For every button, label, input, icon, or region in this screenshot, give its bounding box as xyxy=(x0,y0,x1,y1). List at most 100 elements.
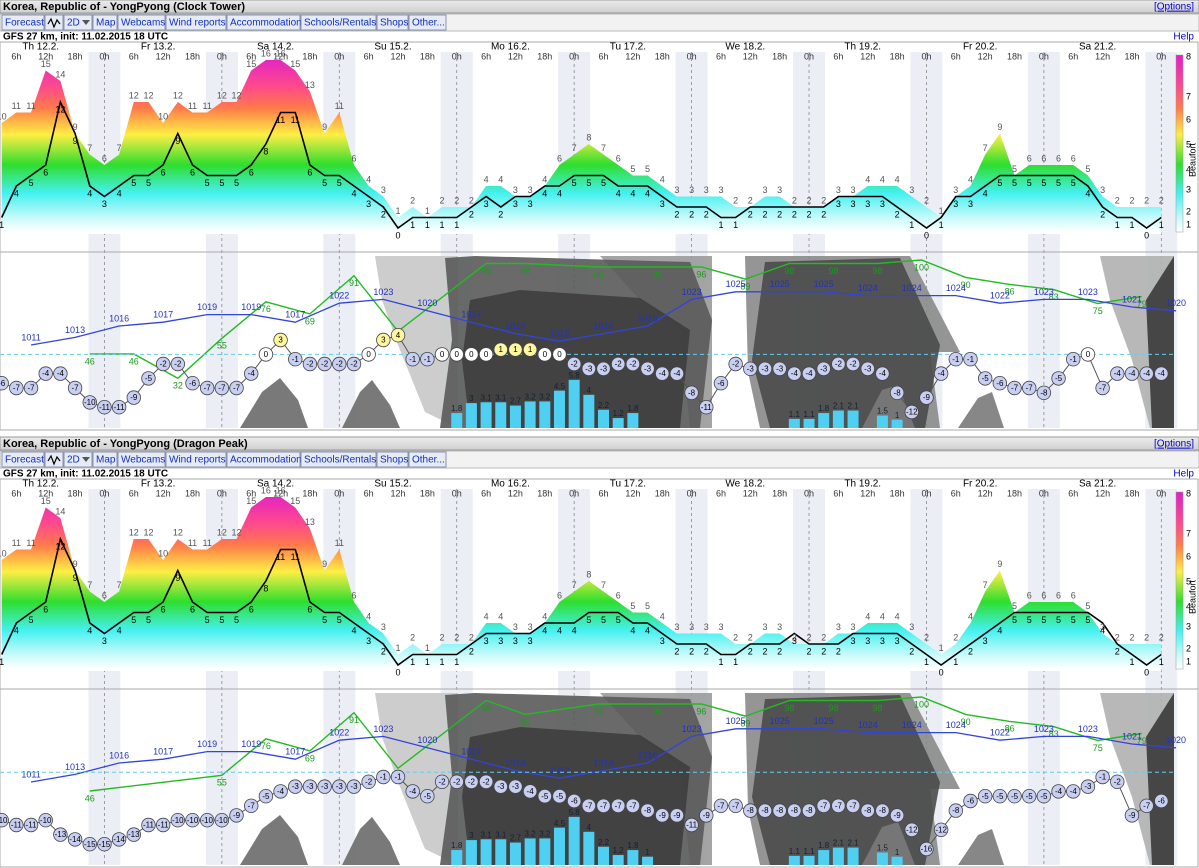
temperature-label: -5 xyxy=(982,374,990,383)
nav-button[interactable] xyxy=(408,14,447,31)
nav-button[interactable] xyxy=(92,451,118,468)
gust-label: 4 xyxy=(895,174,900,184)
temperature-label: -2 xyxy=(160,360,168,369)
mean-wind-label: 2 xyxy=(674,646,679,656)
beaufort-tick: 6 xyxy=(1186,114,1191,124)
hour-label: 18h xyxy=(537,51,552,61)
nav-label[interactable]: Map xyxy=(96,18,116,29)
nav-label[interactable]: Forecast xyxy=(5,18,44,29)
pressure-label: 1024 xyxy=(858,720,878,730)
humidity-label: 96 xyxy=(594,269,604,279)
nav-label[interactable]: Other... xyxy=(412,18,445,29)
nav-button[interactable] xyxy=(1,14,45,31)
nav-button[interactable] xyxy=(63,14,93,31)
options-link[interactable]: [Options] xyxy=(1154,439,1194,450)
help-link[interactable]: Help xyxy=(1173,32,1194,43)
temperature-point xyxy=(53,366,68,381)
gust-label: 2 xyxy=(1129,195,1134,205)
temperature-label: -8 xyxy=(879,806,887,815)
nav-label[interactable]: Other... xyxy=(412,455,445,466)
nav-button[interactable] xyxy=(300,451,377,468)
nav-button[interactable] xyxy=(165,451,227,468)
nav-label[interactable]: 2D xyxy=(67,18,80,29)
mean-wind-label: 4 xyxy=(983,188,988,198)
temperature-point xyxy=(229,808,244,823)
hour-label: 18h xyxy=(655,488,670,498)
pressure-label: 1023 xyxy=(373,724,393,734)
nav-label[interactable]: Webcams xyxy=(121,18,165,29)
nav-button[interactable] xyxy=(376,14,409,31)
nav-button[interactable] xyxy=(117,451,166,468)
beaufort-tick: 1 xyxy=(1186,219,1191,229)
precip-bar xyxy=(509,405,521,428)
chart-type-button[interactable] xyxy=(44,14,64,31)
nav-button[interactable] xyxy=(63,451,93,468)
nav-button[interactable] xyxy=(1,451,45,468)
temperature-point xyxy=(317,779,332,794)
nav-label[interactable]: Schools/Rentals xyxy=(304,18,376,29)
panel-title: Korea, Republic of - YongPyong (Dragon P… xyxy=(3,438,248,450)
nav-button[interactable] xyxy=(92,14,118,31)
mean-wind-label: 5 xyxy=(205,615,210,625)
temperature-point xyxy=(933,366,949,381)
pressure-label: 1011 xyxy=(21,769,40,779)
gust-label: 7 xyxy=(601,143,606,153)
temperature-label: -7 xyxy=(585,801,593,810)
chart-type-button[interactable] xyxy=(44,451,64,468)
temperature-label: -5 xyxy=(1026,792,1034,801)
gust-label: 7 xyxy=(983,580,988,590)
nav-label[interactable]: Shops xyxy=(380,455,408,466)
nav-label[interactable]: Map xyxy=(96,455,116,466)
temperature-label: -3 xyxy=(820,364,828,373)
temperature-point xyxy=(1036,789,1052,804)
mean-wind-label: 4 xyxy=(630,625,635,635)
hour-label: 0h xyxy=(804,488,814,498)
nav-button[interactable] xyxy=(300,14,377,31)
temperature-point xyxy=(655,366,670,381)
temperature-point xyxy=(82,395,97,410)
nav-label[interactable]: Wind reports xyxy=(169,455,226,466)
nav-label[interactable]: 2D xyxy=(67,455,80,466)
temperature-point xyxy=(0,813,9,828)
beaufort-tick: 5 xyxy=(1186,139,1191,149)
nav-label[interactable]: Accommodation xyxy=(230,455,302,466)
gust-label: 9 xyxy=(73,122,78,132)
nav-label[interactable]: Accommodation xyxy=(230,18,302,29)
cloud-cover xyxy=(1146,693,1174,865)
nav-button[interactable] xyxy=(165,14,227,31)
day-label: Sa 21.2. xyxy=(1079,42,1116,53)
temperature-label: -13 xyxy=(128,830,140,839)
mean-wind-label: 4 xyxy=(117,625,122,635)
mean-wind-label: 2 xyxy=(821,646,826,656)
humidity-label: 96 xyxy=(696,706,706,716)
temperature-point xyxy=(464,774,479,790)
nav-label[interactable]: Webcams xyxy=(121,455,165,466)
nav-button[interactable] xyxy=(117,14,166,31)
nav-label[interactable]: Wind reports xyxy=(169,18,226,29)
gust-label: 6 xyxy=(1041,153,1046,163)
nav-button[interactable] xyxy=(408,451,447,468)
mean-wind-label: 4 xyxy=(557,625,562,635)
nav-label[interactable]: Forecast xyxy=(5,455,44,466)
options-link[interactable]: [Options] xyxy=(1154,2,1194,13)
pressure-label: 1024 xyxy=(858,283,878,293)
nav-label[interactable]: Schools/Rentals xyxy=(304,455,376,466)
temperature-label: 3 xyxy=(381,336,386,345)
gust-label: 2 xyxy=(792,195,797,205)
pressure-label: 1019 xyxy=(197,739,217,749)
temperature-label: -2 xyxy=(1114,777,1122,786)
temperature-label: -8 xyxy=(805,806,813,815)
nav-button[interactable] xyxy=(226,14,301,31)
humidity-label: 76 xyxy=(261,741,271,751)
nav-button[interactable] xyxy=(226,451,301,468)
nav-label[interactable]: Shops xyxy=(380,18,408,29)
mean-wind-label: 1 xyxy=(454,657,459,667)
help-link[interactable]: Help xyxy=(1173,469,1194,480)
nav-button[interactable] xyxy=(376,451,409,468)
gust-label: 10 xyxy=(0,111,7,121)
precip-bar xyxy=(598,409,610,428)
temperature-point xyxy=(640,803,655,818)
gust-label: 2 xyxy=(1115,195,1120,205)
gust-label: 4 xyxy=(880,174,885,184)
temperature-label: -9 xyxy=(894,811,902,820)
